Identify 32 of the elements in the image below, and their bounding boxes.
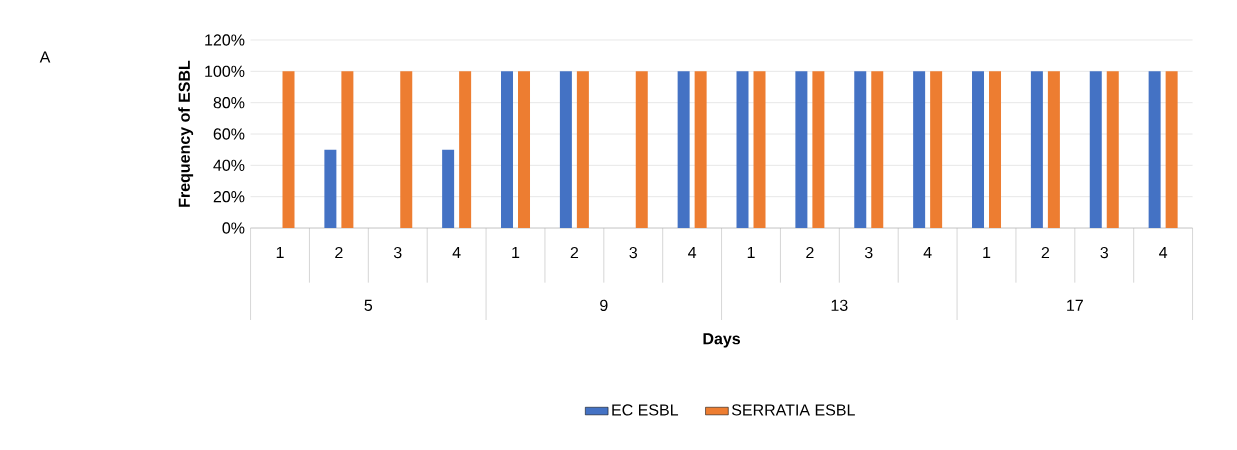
x-tick-label: 1: [747, 246, 755, 258]
y-tick-label: 80%: [213, 97, 245, 109]
x-tick-label: 3: [1100, 246, 1109, 259]
x-tick-label: 3: [864, 246, 873, 259]
y-tick-label: 40%: [213, 159, 245, 171]
x-tick-label: 3: [393, 246, 402, 259]
x-tick-label: 1: [276, 246, 284, 258]
x-tick-label: 1: [983, 246, 991, 258]
x-tick-label: 4: [452, 246, 461, 258]
x-tick-label: 2: [335, 246, 343, 259]
x-tick-label: 2: [570, 246, 579, 259]
x-axis-title: Days: [703, 333, 741, 348]
text: 5: [364, 299, 373, 311]
x-tick-label: 4: [688, 246, 697, 258]
y-tick-label: 0%: [222, 222, 245, 234]
x-tick-label: 3: [629, 246, 638, 259]
x-tick-label: 1: [512, 246, 520, 258]
x-tick-label: 2: [1041, 246, 1050, 259]
y-tick-label: 120%: [205, 34, 245, 46]
text: A: [39, 51, 51, 63]
y-tick-label: 100%: [205, 65, 245, 77]
y-axis-title: Frequency of ESBL: [178, 60, 194, 207]
text: 9: [600, 299, 608, 311]
legend-label: SERRATIA ESBL: [731, 404, 855, 416]
text: 13: [831, 299, 848, 311]
x-tick-label: 4: [923, 246, 932, 258]
x-tick-label: 2: [806, 246, 814, 259]
x-tick-label: 4: [1159, 246, 1168, 258]
y-tick-label: 20%: [213, 191, 245, 203]
y-tick-label: 60%: [213, 128, 245, 140]
legend-label: EC ESBL: [612, 404, 679, 416]
text: 17: [1067, 299, 1083, 311]
